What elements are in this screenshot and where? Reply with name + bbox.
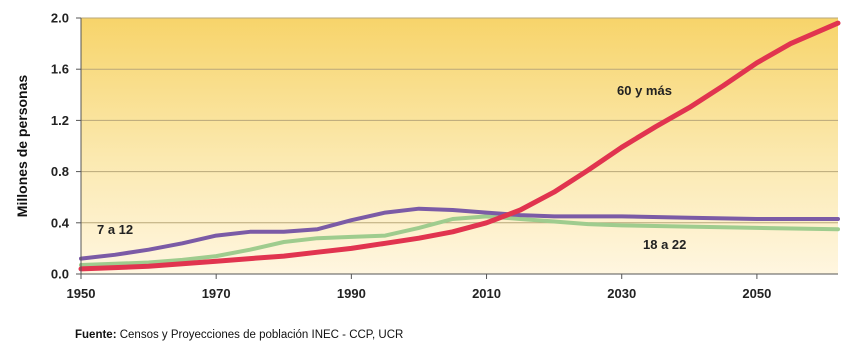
series-line-7-a-12 xyxy=(79,206,840,261)
series-label-60-y-mas: 60 y más xyxy=(617,83,672,98)
y-tick-label: 0.0 xyxy=(51,267,69,282)
y-tick-label: 1.6 xyxy=(51,62,69,77)
series-line-18-a-22 xyxy=(79,214,840,267)
y-axis-label: Millones de personas xyxy=(14,75,30,218)
x-tick-label: 1970 xyxy=(202,286,231,301)
x-tick-label: 1990 xyxy=(337,286,366,301)
x-tick-label: 2010 xyxy=(472,286,501,301)
series-lines xyxy=(78,20,841,272)
source-text: Censos y Proyecciones de población INEC … xyxy=(116,329,404,341)
series-line-60-y-mas xyxy=(78,20,841,272)
source-note: Fuente: Censos y Proyecciones de poblaci… xyxy=(75,329,403,341)
series-label-7-a-12: 7 a 12 xyxy=(97,222,133,237)
grid xyxy=(81,17,838,224)
series-label-18-a-22: 18 a 22 xyxy=(643,237,686,252)
x-axis-ticks: 1950 1970 1990 2010 2030 2050 xyxy=(67,274,771,301)
x-tick-label: 2050 xyxy=(742,286,771,301)
x-tick-label: 2030 xyxy=(607,286,636,301)
y-tick-label: 0.8 xyxy=(51,164,69,179)
y-tick-label: 0.4 xyxy=(51,215,70,230)
plot-background xyxy=(81,18,838,274)
source-prefix: Fuente: xyxy=(75,329,117,341)
y-tick-label: 1.2 xyxy=(51,113,69,128)
y-tick-label: 2.0 xyxy=(51,11,69,26)
y-axis-ticks: 0.0 0.4 0.8 1.2 1.6 2.0 xyxy=(51,11,81,282)
x-tick-label: 1950 xyxy=(67,286,96,301)
